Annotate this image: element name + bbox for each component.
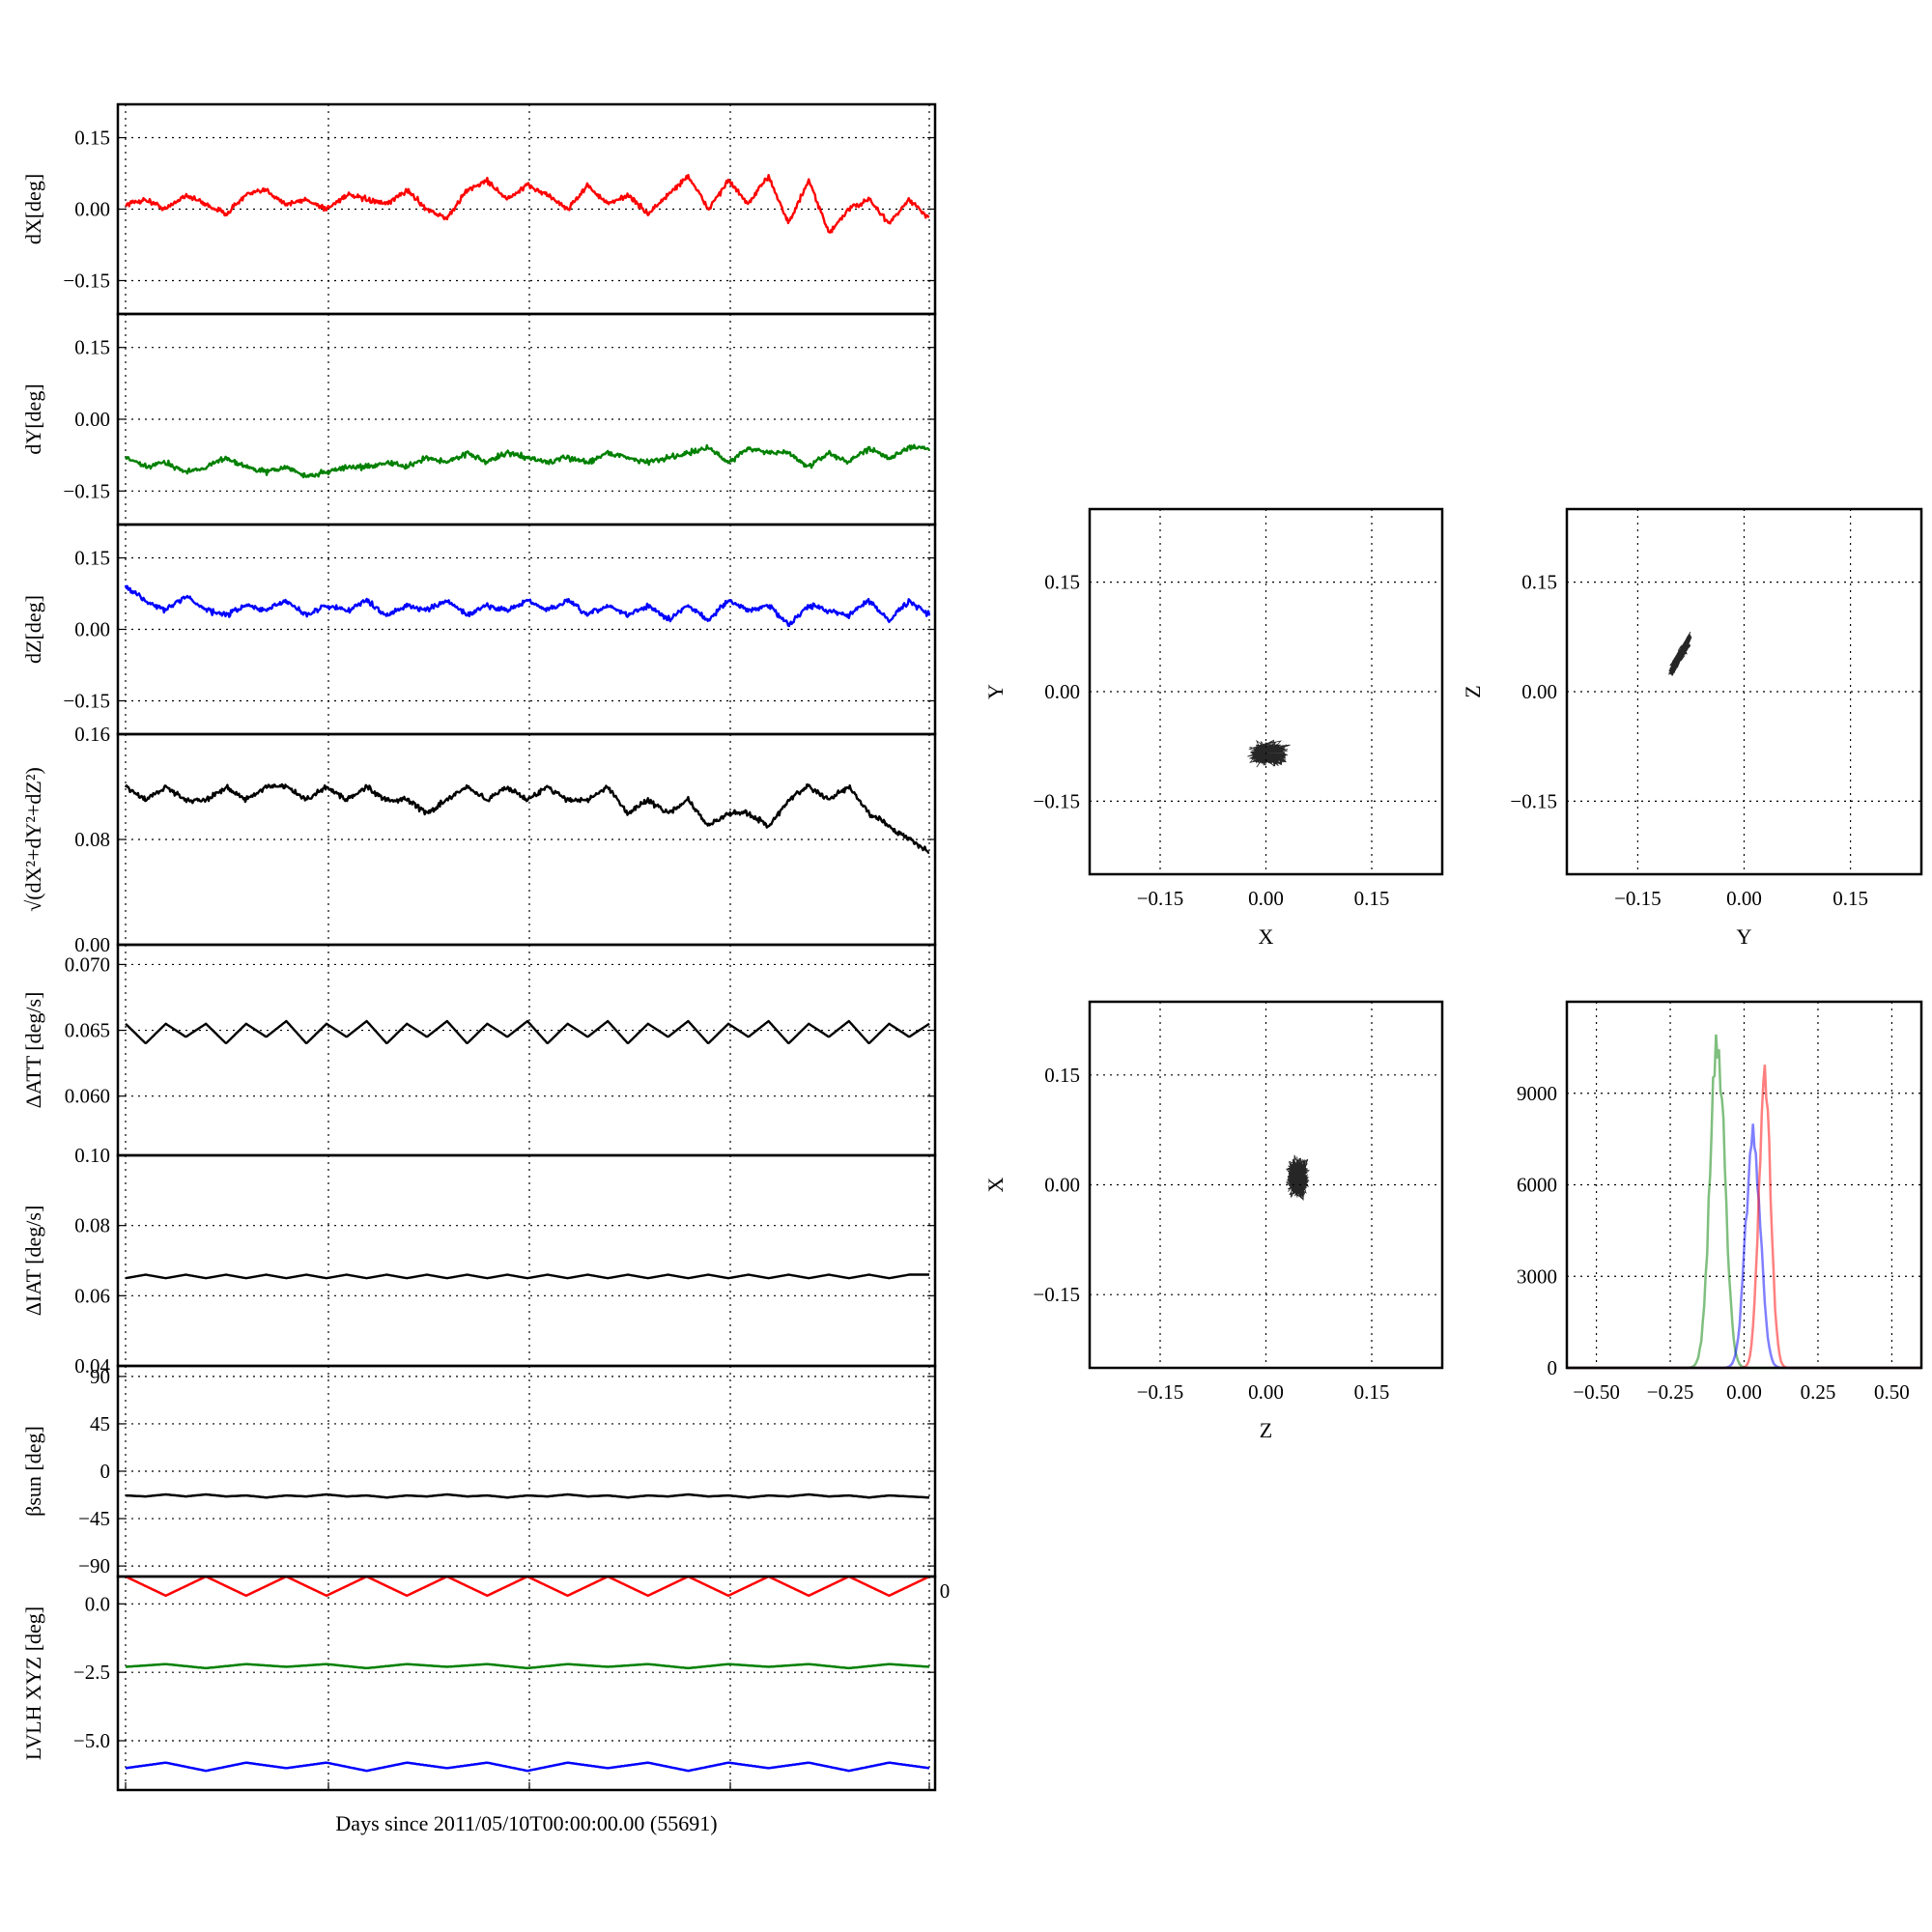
hist-ytick-label: 9000 [1517, 1082, 1557, 1105]
panel-6-ylabel: βsun [deg] [21, 1426, 45, 1517]
panel-3-ytick-label: 0.00 [74, 933, 110, 956]
scatter-9-xtick-label: −0.15 [1614, 887, 1662, 910]
panel-5-series-0-line [125, 1273, 930, 1280]
panel-7-ytick-label: 0.0 [85, 1592, 110, 1615]
scatter-9-frame [1565, 507, 1923, 876]
panel-0-ytick-label: 0.00 [74, 198, 110, 221]
panel-7-series-2-line [125, 1761, 930, 1773]
panel-5-ytick-label: 0.10 [74, 1144, 110, 1167]
panel-4-ytick-label: 0.070 [65, 952, 110, 976]
hist-frame [1565, 1000, 1923, 1370]
panel-2-ytick-label: −0.15 [63, 689, 110, 712]
panel-1-series-0-line [124, 443, 931, 479]
panel-7-ytick-label: −2.5 [73, 1661, 110, 1684]
scatter-10-ytick-label: 0.00 [1044, 1174, 1080, 1197]
panel-2-series-0-line [124, 584, 931, 628]
panel-2-ytick-label: 0.15 [74, 547, 110, 570]
scatter-10-points [1285, 1154, 1310, 1201]
scatter-10-ytick-label: −0.15 [1033, 1283, 1080, 1306]
hist-xtick-label: −0.50 [1573, 1380, 1620, 1404]
scatter-8-frame [1088, 507, 1444, 876]
hist-ytick-label: 0 [1548, 1356, 1558, 1379]
panel-0-ytick-label: 0.15 [74, 127, 110, 150]
panel-6-ytick-label: 90 [90, 1365, 110, 1388]
scatter-8-ytick-label: 0.00 [1044, 680, 1080, 703]
panel-0-series-0-line [125, 173, 930, 234]
panel-2-ylabel: dZ[deg] [21, 595, 45, 664]
panel-7-ytick-label: −5.0 [73, 1729, 110, 1752]
panel-2-ytick-label: 0.00 [74, 618, 110, 641]
panel-7-ylabel: LVLH XYZ [deg] [21, 1606, 45, 1760]
panel-0-ytick-label: −0.15 [63, 269, 110, 292]
scatter-9-ytick-label: 0.00 [1521, 680, 1557, 703]
scatter-9-xlabel: Y [1737, 924, 1752, 949]
panel-0-ylabel: dX[deg] [21, 174, 45, 244]
scatter-8-xtick-label: 0.15 [1354, 887, 1390, 910]
hist-xtick-label: 0.50 [1874, 1380, 1910, 1404]
scatter-8-xtick-label: 0.00 [1248, 887, 1284, 910]
panel-6-ytick-label: −45 [78, 1507, 110, 1530]
panel-5-ytick-label: 0.08 [74, 1214, 110, 1237]
panel-3-ytick-label: 0.08 [74, 828, 110, 851]
panel-4-ylabel: ΔATT [deg/s] [21, 992, 45, 1109]
scatter-9-xtick-label: 0.00 [1726, 887, 1762, 910]
panel-7-series-0-line [125, 1575, 930, 1598]
panel-3-ytick-label: 0.16 [74, 723, 110, 746]
panel-3-ylabel: √(dX²+dY²+dZ²) [21, 767, 45, 912]
scatter-9-points [1668, 631, 1692, 676]
hist-xtick-label: −0.25 [1647, 1380, 1694, 1404]
bottom-xtick-label: 0 [940, 1579, 951, 1603]
panel-6-ytick-label: 0 [100, 1460, 111, 1483]
panel-5-frame [116, 1153, 937, 1368]
scatter-10-xtick-label: −0.15 [1137, 1380, 1184, 1404]
scatter-10-xlabel: Z [1260, 1418, 1272, 1442]
scatter-8-ytick-label: −0.15 [1033, 789, 1080, 812]
scatter-9-ytick-label: −0.15 [1510, 789, 1557, 812]
panel-4-frame [116, 943, 937, 1157]
scatter-8-xlabel: X [1259, 924, 1274, 949]
panel-5-ytick-label: 0.06 [74, 1284, 110, 1307]
panel-6-series-0-line [125, 1492, 930, 1499]
panel-6-ytick-label: −90 [78, 1554, 110, 1577]
panel-4-ytick-label: 0.060 [65, 1085, 110, 1108]
panel-4-series-0-line [125, 1019, 930, 1044]
scatter-10-xtick-label: 0.00 [1248, 1380, 1284, 1404]
panel-6-ytick-label: 45 [90, 1412, 110, 1435]
scatter-9-ytick-label: 0.15 [1521, 571, 1557, 594]
panel-5-ytick-label: 0.04 [74, 1354, 110, 1378]
scatter-8-ytick-label: 0.15 [1044, 571, 1080, 594]
scatter-10-ylabel: X [983, 1177, 1008, 1192]
scatter-8-xtick-label: −0.15 [1137, 887, 1184, 910]
panel-3-series-0-line [124, 782, 930, 854]
scatter-10-xtick-label: 0.15 [1354, 1380, 1390, 1404]
scatter-10-ytick-label: 0.15 [1044, 1064, 1080, 1087]
scatter-9-xtick-label: 0.15 [1833, 887, 1868, 910]
shared-x-axis-label: Days since 2011/05/10T00:00:00.00 (55691… [335, 1811, 717, 1835]
hist-ytick-label: 6000 [1517, 1174, 1557, 1197]
hist-series-1-line [1567, 1123, 1921, 1370]
panel-1-ytick-label: 0.00 [74, 408, 110, 431]
panel-7-series-1-line [125, 1662, 930, 1670]
panel-1-ytick-label: 0.15 [74, 336, 110, 359]
panel-5-ylabel: ΔIAT [deg/s] [21, 1206, 45, 1317]
hist-ytick-label: 3000 [1517, 1264, 1557, 1288]
panel-4-ytick-label: 0.065 [65, 1019, 110, 1042]
hist-xtick-label: 0.00 [1726, 1380, 1762, 1404]
scatter-8-ylabel: Y [983, 684, 1008, 699]
panel-1-ylabel: dY[deg] [21, 384, 45, 454]
panel-1-ytick-label: −0.15 [63, 479, 110, 502]
hist-xtick-label: 0.25 [1801, 1380, 1836, 1404]
scatter-9-ylabel: Z [1461, 685, 1485, 697]
panel-7-frame [116, 1575, 937, 1792]
scatter-8-points [1247, 739, 1291, 768]
scatter-10-frame [1088, 1000, 1444, 1370]
